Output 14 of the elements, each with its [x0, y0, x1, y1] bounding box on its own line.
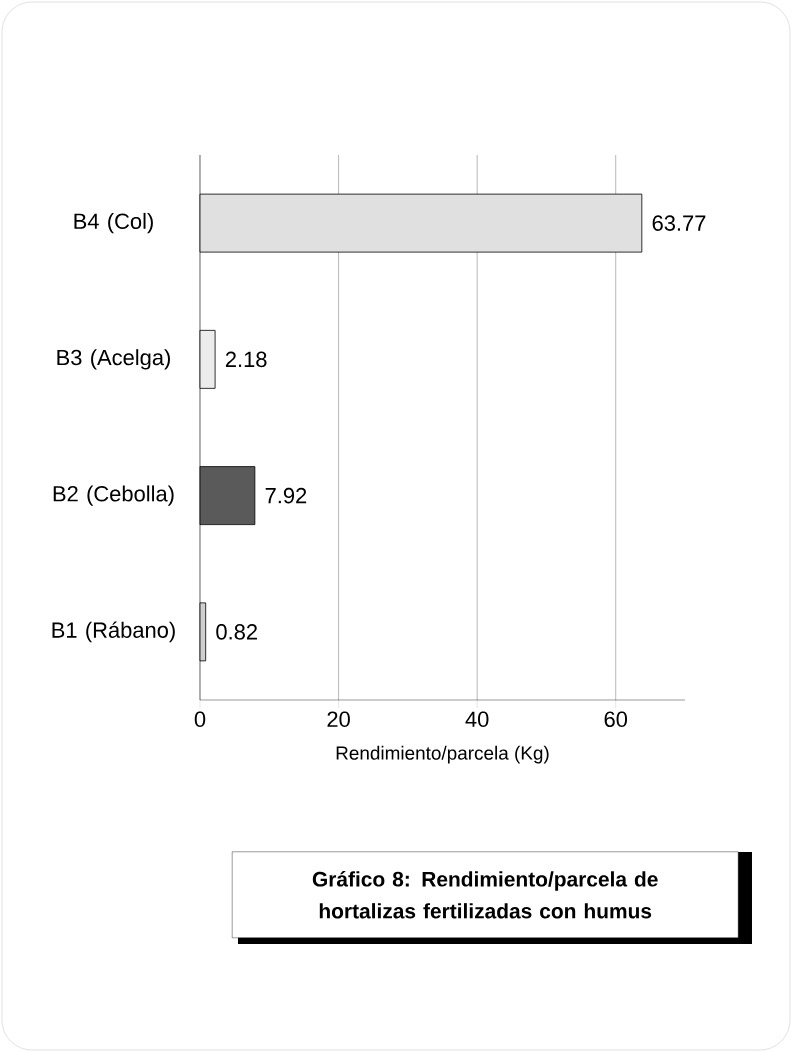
x-axis-title: Rendimiento/parcela (Kg) [336, 745, 549, 764]
data-label: 0.82 [216, 624, 257, 640]
x-tick-label: 20 [327, 711, 350, 728]
y-tick-label: B2 (Cebolla) [53, 485, 174, 506]
x-tick-label: 0 [194, 711, 206, 728]
x-tick-label: 60 [604, 711, 628, 728]
y-tick-label: B3 (Acelga) [57, 349, 170, 370]
data-label: 63.77 [652, 215, 706, 231]
x-tick-label: 40 [465, 711, 489, 728]
data-label: 2.18 [225, 351, 267, 368]
y-tick-label: B1 (Rábano) [52, 621, 175, 643]
data-label: 7.92 [265, 487, 307, 504]
y-tick-label: B4 (Col) [74, 212, 153, 234]
text: Gráfico 8: Rendimiento/parcela de hortalizas fertilizadas con humus [312, 871, 658, 919]
